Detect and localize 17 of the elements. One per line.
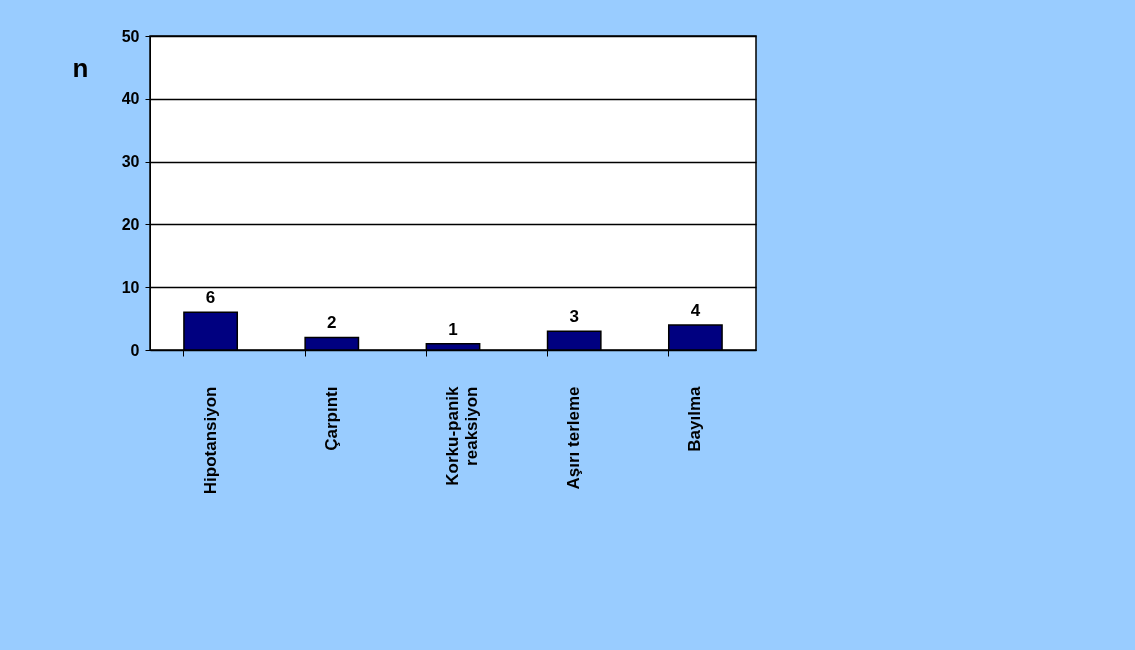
- y-tick-label: 50: [121, 27, 140, 45]
- data-label: 4: [690, 300, 701, 320]
- x-tick-label: Hipotansiyon: [200, 386, 220, 495]
- data-label: 3: [569, 307, 579, 327]
- data-label: 6: [205, 288, 216, 308]
- y-tick-label: 40: [121, 90, 140, 108]
- data-label: 2: [327, 313, 337, 333]
- y-tick-label: 0: [130, 341, 140, 359]
- x-tick-label: Aşırı terleme: [564, 386, 584, 490]
- x-tick-label: Korku-panik reaksiyon: [443, 385, 481, 486]
- y-tick-label: 30: [121, 153, 140, 171]
- y-tick-label: 20: [121, 215, 140, 233]
- x-tick-label: Çarpıntı: [321, 386, 341, 451]
- x-tick-label: Bayılma: [685, 385, 705, 452]
- y-tick-label: 10: [121, 278, 140, 296]
- y-axis-title: n: [72, 52, 89, 83]
- data-label: 1: [448, 319, 458, 339]
